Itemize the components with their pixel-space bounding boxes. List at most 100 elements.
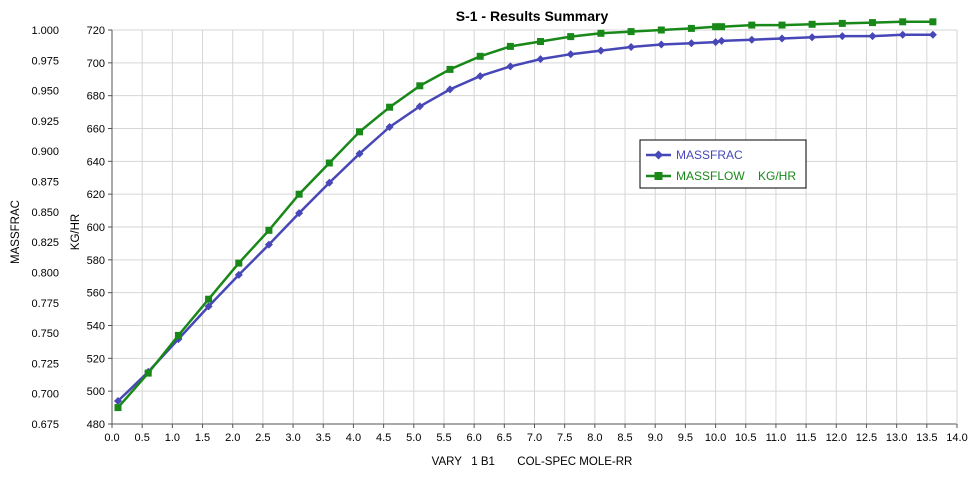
x-tick-label: 12.5 [856, 432, 877, 444]
y-axis-right-tick-label: 600 [87, 222, 105, 234]
data-point-marker [144, 369, 152, 377]
data-point-marker [204, 302, 213, 311]
y-axis-left-tick-label: 0.825 [31, 237, 59, 249]
series-massflow [114, 18, 937, 412]
data-point-marker [808, 20, 816, 28]
data-point-marker [476, 72, 485, 81]
data-point-marker [717, 36, 726, 45]
data-point-marker [868, 32, 877, 41]
data-point-marker [657, 40, 666, 49]
data-point-marker [748, 21, 756, 29]
x-tick-label: 12.0 [826, 432, 847, 444]
legend-massflow-label: MASSFLOW KG/HR [676, 169, 796, 183]
data-point-marker [627, 43, 636, 51]
data-point-marker [385, 123, 394, 131]
y-axis-left-tick-label: 0.800 [31, 267, 59, 279]
data-point-marker [446, 85, 454, 94]
data-point-marker [234, 270, 243, 279]
x-tick-label: 1.0 [165, 432, 180, 444]
y-axis-left-tick-label: 0.700 [31, 389, 59, 401]
y-axis-left-tick-label: 0.875 [31, 177, 59, 189]
legend-massfrac-marker [654, 150, 663, 160]
legend-box [639, 139, 807, 189]
data-point-marker [596, 46, 605, 55]
y-axis-left-tick-label: 0.850 [31, 207, 59, 219]
y-axis-right-tick-label: 500 [87, 386, 105, 398]
data-point-marker [446, 65, 454, 73]
data-point-marker [838, 19, 846, 27]
data-point-marker [928, 30, 937, 39]
x-tick-label: 3.0 [285, 432, 300, 444]
y-axis-left-title: MASSFRAC [10, 200, 22, 264]
data-point-marker [929, 18, 937, 26]
data-point-marker [537, 38, 544, 45]
series-massfrac [114, 30, 937, 405]
data-point-marker [687, 24, 695, 32]
grid-layer [111, 29, 958, 425]
chart-legend: MASSFRAC MASSFLOW KG/HR [639, 139, 807, 189]
data-point-marker [536, 55, 545, 64]
data-point-marker [808, 33, 817, 42]
y-axis-right-tick-label: 660 [87, 124, 105, 136]
y-axis-right-tick-label: 640 [87, 156, 105, 168]
y-axis-left-tick-label: 0.775 [31, 298, 59, 310]
data-point-marker [869, 19, 876, 27]
data-point-marker [235, 259, 243, 267]
data-point-marker [264, 240, 273, 249]
data-point-marker [356, 128, 363, 136]
x-tick-label: 4.0 [346, 432, 361, 444]
data-point-marker [355, 149, 364, 158]
x-tick-label: 13.0 [886, 432, 907, 444]
data-point-marker [325, 178, 334, 187]
x-tick-label: 7.5 [557, 432, 572, 444]
data-point-marker [838, 32, 847, 41]
data-point-marker [174, 331, 182, 339]
legend-massflow-marker [654, 172, 663, 180]
data-point-marker [627, 28, 635, 36]
y-axis-right-tick-label: 580 [87, 255, 105, 267]
data-point-marker [416, 82, 424, 90]
x-tick-label: 0.5 [135, 432, 150, 444]
x-tick-label: 1.5 [195, 432, 210, 444]
data-point-marker [597, 29, 605, 37]
x-tick-label: 14.0 [946, 432, 967, 444]
x-tick-label: 9.0 [648, 432, 663, 444]
x-tick-label: 2.0 [225, 432, 240, 444]
y-axis-left-tick-label: 0.925 [31, 116, 59, 128]
data-point-marker [778, 21, 786, 29]
series-layer [114, 18, 937, 412]
y-axis-left-tick-label: 0.750 [31, 328, 59, 340]
data-point-marker [114, 404, 122, 412]
y-axis-left-tick-label: 0.900 [31, 146, 59, 158]
data-point-marker [325, 159, 333, 167]
y-axis-right-tick-label: 720 [87, 25, 105, 37]
data-point-marker [566, 50, 575, 59]
x-tick-label: 4.5 [376, 432, 391, 444]
x-tick-label: 5.0 [406, 432, 421, 444]
x-tick-label: 2.5 [255, 432, 270, 444]
y-axis-left-tick-label: 1.000 [31, 25, 59, 37]
y-axis-left-tick-label: 0.725 [31, 358, 59, 370]
x-tick-label: 13.5 [916, 432, 937, 444]
y-axis-right-tick-label: 540 [87, 321, 105, 333]
x-tick-label: 8.0 [587, 432, 602, 444]
x-tick-label: 10.5 [735, 432, 756, 444]
x-tick-label: 5.5 [436, 432, 451, 444]
x-tick-label: 7.0 [527, 432, 542, 444]
x-tick-label: 10.0 [705, 432, 726, 444]
y-axis-left-tick-label: 0.675 [31, 419, 59, 431]
data-point-marker [899, 18, 907, 26]
data-point-marker [506, 42, 514, 50]
data-point-marker [687, 39, 696, 48]
y-axis-right-tick-label: 620 [87, 189, 105, 201]
data-point-marker [657, 26, 665, 34]
x-axis-title: VARY 1 B1 COL-SPEC MOLE-RR [432, 456, 633, 468]
y-axis-right-title: KG/HR [70, 214, 82, 250]
data-point-marker [712, 23, 720, 31]
data-point-marker [265, 226, 273, 234]
x-tick-label: 0.0 [104, 432, 119, 444]
y-axis-right-tick-label: 560 [87, 288, 105, 300]
y-axis-right-tick-label: 680 [87, 91, 105, 103]
data-point-marker [114, 397, 122, 405]
